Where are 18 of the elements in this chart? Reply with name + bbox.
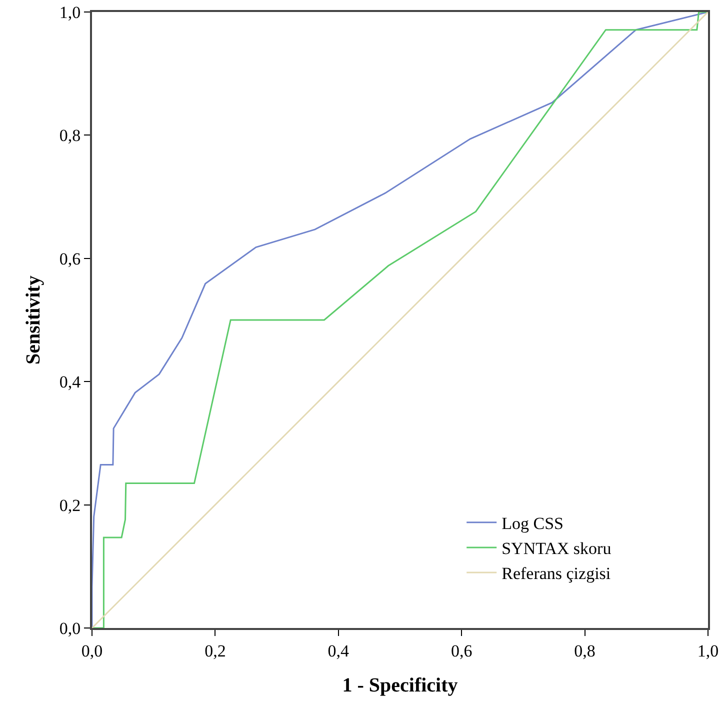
legend-label: SYNTAX skoru — [502, 539, 612, 558]
x-tick-label: 0,6 — [450, 641, 472, 660]
y-tick-label: 1,0 — [59, 2, 81, 22]
legend-label: Referans çizgisi — [502, 564, 611, 584]
x-tick-label: 0,8 — [574, 641, 596, 660]
y-tick-label: 0,6 — [59, 249, 81, 268]
x-tick-label: 1,0 — [697, 641, 719, 660]
x-tick-label: 0,2 — [204, 641, 226, 660]
x-tick-label: 0,4 — [328, 641, 350, 660]
y-axis-title: Sensitivity — [22, 276, 44, 364]
line-series — [92, 12, 708, 628]
legend-label: Log CSS — [502, 514, 564, 533]
x-axis-title: 1 - Specificity — [342, 674, 458, 696]
y-tick-label: 0,8 — [59, 126, 81, 146]
y-tick-label: 0,2 — [59, 496, 81, 515]
x-tick-label: 0,0 — [81, 641, 103, 660]
y-tick-label: 0,0 — [59, 618, 81, 638]
y-tick-label: 0,4 — [59, 372, 82, 392]
